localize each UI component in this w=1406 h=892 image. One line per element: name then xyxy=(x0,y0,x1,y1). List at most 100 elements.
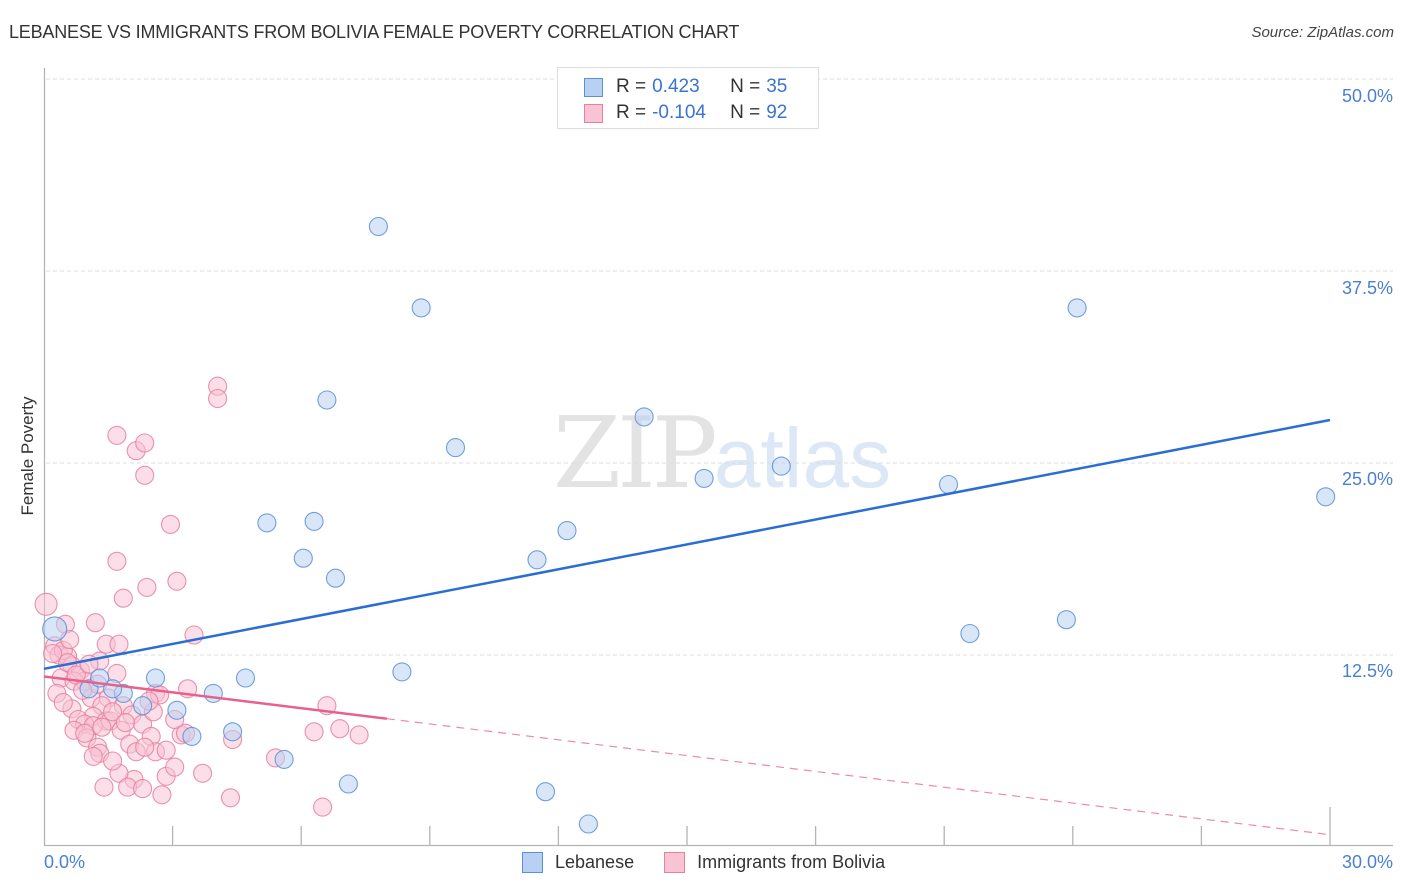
lebanese-swatch xyxy=(584,77,603,97)
data-point xyxy=(338,774,358,794)
y-axis-label: Female Poverty xyxy=(18,396,37,516)
data-point xyxy=(92,717,112,737)
data-point xyxy=(94,777,114,797)
n-label: N = xyxy=(730,76,761,97)
data-point xyxy=(304,511,324,531)
bolivia-swatch xyxy=(584,103,603,123)
r-label: R = xyxy=(616,102,647,123)
legend-item-bolivia[interactable]: Immigrants from Bolivia xyxy=(664,852,885,873)
data-point xyxy=(1067,298,1087,318)
series-legend: Lebanese Immigrants from Bolivia xyxy=(522,852,915,873)
n-value-bolivia: 92 xyxy=(766,102,788,123)
legend-row-bolivia: R = -0.104 N = 92 xyxy=(584,101,787,125)
axes xyxy=(43,68,1393,847)
data-point xyxy=(445,438,466,458)
x-tick-30: 30.0% xyxy=(1341,852,1393,872)
data-point xyxy=(694,468,714,488)
data-point xyxy=(368,216,388,237)
data-point xyxy=(527,550,547,570)
data-point xyxy=(42,616,68,642)
r-label: R = xyxy=(616,76,647,97)
data-point xyxy=(107,425,127,445)
data-point xyxy=(223,722,243,742)
correlation-legend: R = 0.423 N = 35 R = -0.104 N = 92 xyxy=(557,67,819,129)
legend-label-bolivia: Immigrants from Bolivia xyxy=(697,852,886,872)
data-point xyxy=(113,588,133,608)
legend-item-lebanese[interactable]: Lebanese xyxy=(522,852,634,873)
data-point xyxy=(145,668,166,688)
lebanese-swatch xyxy=(522,852,543,873)
watermark-zip: ZIP xyxy=(553,397,718,511)
y-tick-37-5: 37.5% xyxy=(1341,278,1393,298)
r-value-lebanese: 0.423 xyxy=(652,76,700,97)
data-point xyxy=(535,782,556,802)
data-point xyxy=(135,433,155,453)
watermark-atlas: atlas xyxy=(713,411,892,505)
y-tick-50: 50.0% xyxy=(1341,86,1393,106)
bolivia-trend-line xyxy=(43,675,388,720)
data-point xyxy=(1056,610,1076,630)
data-point xyxy=(75,723,95,743)
bolivia-trend-line-extrapolated xyxy=(386,718,1331,836)
data-point xyxy=(220,788,241,808)
n-value-lebanese: 35 xyxy=(766,76,788,97)
data-point xyxy=(411,298,431,318)
data-point xyxy=(83,746,103,766)
lebanese-trend-line xyxy=(43,418,1331,671)
data-point xyxy=(634,407,654,427)
data-point xyxy=(208,388,228,409)
r-value-bolivia: -0.104 xyxy=(652,102,706,123)
watermark: ZIPatlas xyxy=(553,404,891,503)
data-point xyxy=(203,683,223,703)
n-label: N = xyxy=(730,102,761,123)
data-point xyxy=(167,571,187,591)
y-tick-12-5: 12.5% xyxy=(1341,661,1393,681)
legend-label-lebanese: Lebanese xyxy=(555,852,635,872)
gridlines xyxy=(46,78,1393,656)
data-point xyxy=(135,737,155,757)
data-point xyxy=(109,634,129,654)
source-label: Source: ZipAtlas.com xyxy=(1251,24,1394,41)
data-point xyxy=(235,668,256,688)
data-point xyxy=(1316,487,1336,507)
data-point xyxy=(317,390,337,410)
data-point xyxy=(325,568,346,588)
y-tick-25: 25.0% xyxy=(1341,469,1393,489)
data-point xyxy=(167,700,187,720)
data-point xyxy=(115,713,135,733)
data-point xyxy=(257,513,277,533)
data-point xyxy=(133,696,153,716)
data-point xyxy=(193,763,213,783)
data-point xyxy=(160,514,181,534)
data-point xyxy=(152,785,172,805)
data-point xyxy=(293,548,313,568)
data-point xyxy=(578,814,598,834)
data-point xyxy=(274,749,294,769)
data-point xyxy=(43,643,63,664)
legend-row-lebanese: R = 0.423 N = 35 xyxy=(584,75,787,99)
data-point xyxy=(938,474,959,495)
data-point xyxy=(53,693,73,713)
data-point xyxy=(34,592,58,616)
data-point xyxy=(107,551,127,571)
data-point xyxy=(165,757,185,777)
data-point xyxy=(103,751,123,771)
data-point xyxy=(85,613,105,633)
data-point xyxy=(349,725,369,745)
x-tick-0: 0.0% xyxy=(44,852,86,872)
data-point xyxy=(960,623,980,644)
bolivia-swatch xyxy=(664,852,686,873)
chart-title: LEBANESE VS IMMIGRANTS FROM BOLIVIA FEMA… xyxy=(9,22,740,42)
data-point xyxy=(771,456,791,476)
data-point xyxy=(135,465,155,485)
data-point xyxy=(156,740,176,760)
data-point xyxy=(313,797,333,817)
bolivia-points xyxy=(34,376,369,817)
data-point xyxy=(182,726,202,746)
trend-lines xyxy=(43,418,1331,836)
data-point xyxy=(392,662,412,682)
data-point xyxy=(103,702,123,722)
data-point xyxy=(304,722,324,742)
data-point xyxy=(330,719,350,739)
